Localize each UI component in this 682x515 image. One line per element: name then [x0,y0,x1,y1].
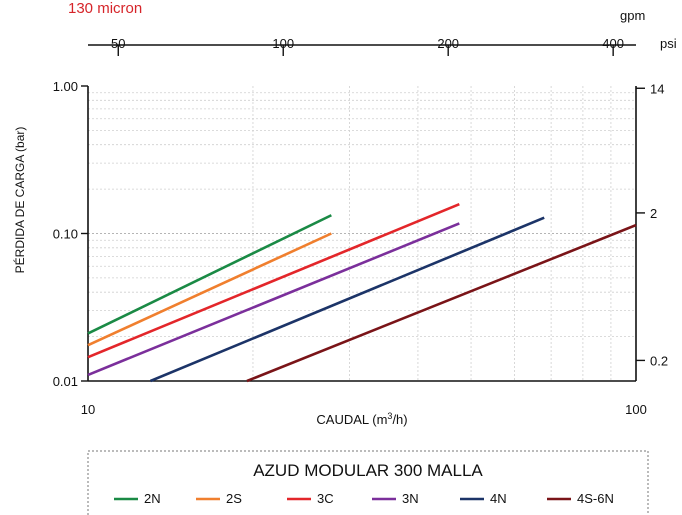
legend-title: AZUD MODULAR 300 MALLA [253,461,483,480]
bottom-tick-label: 100 [625,402,647,417]
left-tick-label: 1.00 [53,79,78,94]
right-tick-label: 0.2 [650,353,668,368]
legend-label-3n: 3N [402,491,419,506]
top-tick-label: 100 [272,36,294,51]
series-line-4s-6n [246,223,637,383]
series-line-4n [149,216,545,383]
y-axis-label: PÉRDIDA DE CARGA (bar) [12,127,27,274]
top-tick-label: 200 [437,36,459,51]
legend-label-2s: 2S [226,491,242,506]
legend-label-3c: 3C [317,491,334,506]
legend-label-2n: 2N [144,491,161,506]
series-line-3c [87,202,460,359]
top-axis-unit: gpm [620,8,645,23]
series-line-3n [87,222,460,377]
chart-subtitle: 130 micron [68,0,142,17]
top-tick-label: 50 [111,36,125,51]
right-tick-label: 14 [650,81,664,96]
top-tick-label: 400 [602,36,624,51]
series-line-2n [87,214,332,335]
legend-label-4n: 4N [490,491,507,506]
right-axis-unit: psi [660,36,677,51]
legend-box [87,450,649,515]
left-tick-label: 0.10 [53,227,78,242]
x-axis-label: CAUDAL (m3/h) [316,411,407,427]
bottom-tick-label: 10 [81,402,95,417]
right-tick-label: 2 [650,206,657,221]
legend-label-4s-6n: 4S-6N [577,491,614,506]
left-tick-label: 0.01 [53,374,78,389]
series-line-2s [87,232,332,347]
